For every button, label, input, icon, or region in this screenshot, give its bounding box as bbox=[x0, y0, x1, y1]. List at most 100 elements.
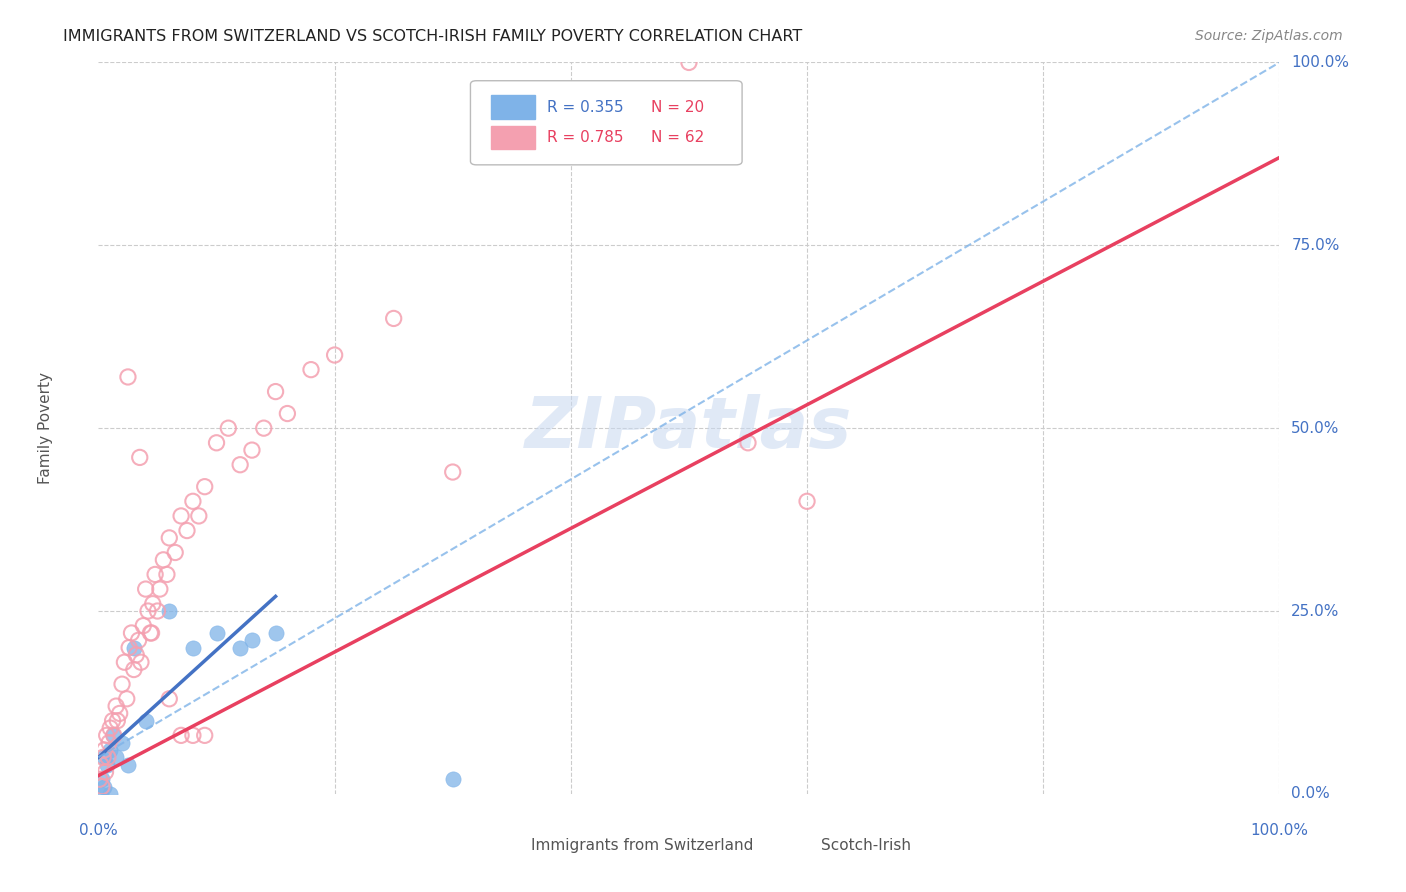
Point bbox=[91, 780, 114, 794]
Point bbox=[125, 648, 148, 662]
Text: R = 0.785: R = 0.785 bbox=[547, 130, 624, 145]
Point bbox=[121, 626, 143, 640]
Point bbox=[157, 604, 180, 618]
Point bbox=[136, 604, 159, 618]
Point bbox=[157, 691, 180, 706]
FancyBboxPatch shape bbox=[471, 81, 742, 165]
Point bbox=[205, 626, 228, 640]
Point bbox=[111, 736, 134, 750]
Point bbox=[89, 772, 111, 787]
Point bbox=[323, 348, 346, 362]
Point bbox=[93, 780, 115, 794]
Point bbox=[117, 757, 139, 772]
Text: 0.0%: 0.0% bbox=[1291, 787, 1330, 801]
Point bbox=[97, 750, 120, 764]
Point bbox=[229, 458, 252, 472]
Bar bbox=[491, 95, 536, 119]
Point bbox=[737, 435, 759, 450]
Point bbox=[135, 582, 157, 596]
Point bbox=[101, 714, 124, 728]
Point bbox=[149, 582, 172, 596]
Point bbox=[217, 421, 239, 435]
Point bbox=[441, 772, 464, 787]
Point bbox=[96, 728, 118, 742]
Point bbox=[115, 691, 138, 706]
Point bbox=[101, 728, 124, 742]
Point bbox=[170, 728, 193, 742]
Point bbox=[264, 384, 287, 399]
Point bbox=[253, 421, 276, 435]
Point bbox=[157, 531, 180, 545]
Text: 100.0%: 100.0% bbox=[1291, 55, 1350, 70]
Point bbox=[146, 604, 169, 618]
Point bbox=[111, 677, 134, 691]
Point bbox=[152, 553, 174, 567]
Point bbox=[132, 618, 155, 632]
Point bbox=[194, 480, 217, 494]
Point bbox=[229, 640, 252, 655]
Point bbox=[108, 706, 131, 721]
Point bbox=[276, 407, 298, 421]
Point bbox=[118, 640, 141, 655]
Point bbox=[299, 362, 322, 376]
Text: 25.0%: 25.0% bbox=[1291, 604, 1340, 618]
Point bbox=[91, 772, 114, 787]
Point bbox=[112, 655, 135, 669]
Point bbox=[205, 435, 228, 450]
Text: N = 62: N = 62 bbox=[651, 130, 704, 145]
Point bbox=[98, 721, 121, 735]
Point bbox=[117, 370, 139, 384]
Text: 0.0%: 0.0% bbox=[79, 823, 118, 838]
Point bbox=[122, 640, 145, 655]
Point bbox=[105, 750, 128, 764]
Point bbox=[94, 764, 117, 779]
Point bbox=[181, 640, 204, 655]
Text: Immigrants from Switzerland: Immigrants from Switzerland bbox=[530, 838, 752, 853]
Point bbox=[122, 663, 145, 677]
Point bbox=[142, 597, 165, 611]
Bar bbox=[804, 838, 838, 855]
Point bbox=[128, 450, 150, 465]
Text: ZIPatlas: ZIPatlas bbox=[526, 393, 852, 463]
Point bbox=[143, 567, 166, 582]
Point bbox=[105, 699, 128, 714]
Text: 100.0%: 100.0% bbox=[1250, 823, 1309, 838]
Point bbox=[98, 736, 121, 750]
Point bbox=[90, 787, 112, 801]
Point bbox=[181, 494, 204, 508]
Point bbox=[264, 626, 287, 640]
Point bbox=[105, 714, 128, 728]
Point bbox=[93, 743, 115, 757]
Point bbox=[678, 55, 700, 70]
Point bbox=[165, 545, 187, 559]
Point bbox=[181, 728, 204, 742]
Point bbox=[156, 567, 179, 582]
Point bbox=[187, 508, 209, 523]
Point bbox=[96, 757, 118, 772]
Point bbox=[441, 465, 464, 479]
Point bbox=[129, 655, 152, 669]
Point bbox=[240, 633, 263, 648]
Point bbox=[128, 633, 150, 648]
Text: 75.0%: 75.0% bbox=[1291, 238, 1340, 252]
Point bbox=[90, 757, 112, 772]
Bar bbox=[553, 838, 586, 855]
Point bbox=[103, 728, 125, 742]
Point bbox=[93, 750, 115, 764]
Point bbox=[98, 743, 121, 757]
Bar bbox=[491, 126, 536, 150]
Point bbox=[194, 728, 217, 742]
Text: IMMIGRANTS FROM SWITZERLAND VS SCOTCH-IRISH FAMILY POVERTY CORRELATION CHART: IMMIGRANTS FROM SWITZERLAND VS SCOTCH-IR… bbox=[63, 29, 803, 44]
Point bbox=[135, 714, 157, 728]
Text: N = 20: N = 20 bbox=[651, 100, 704, 114]
Text: R = 0.355: R = 0.355 bbox=[547, 100, 624, 114]
Text: Family Poverty: Family Poverty bbox=[38, 372, 53, 484]
Point bbox=[139, 626, 162, 640]
Point bbox=[91, 750, 114, 764]
Text: Scotch-Irish: Scotch-Irish bbox=[821, 838, 911, 853]
Text: Source: ZipAtlas.com: Source: ZipAtlas.com bbox=[1195, 29, 1343, 43]
Point bbox=[796, 494, 818, 508]
Point bbox=[141, 626, 163, 640]
Point bbox=[98, 787, 121, 801]
Point bbox=[240, 443, 263, 458]
